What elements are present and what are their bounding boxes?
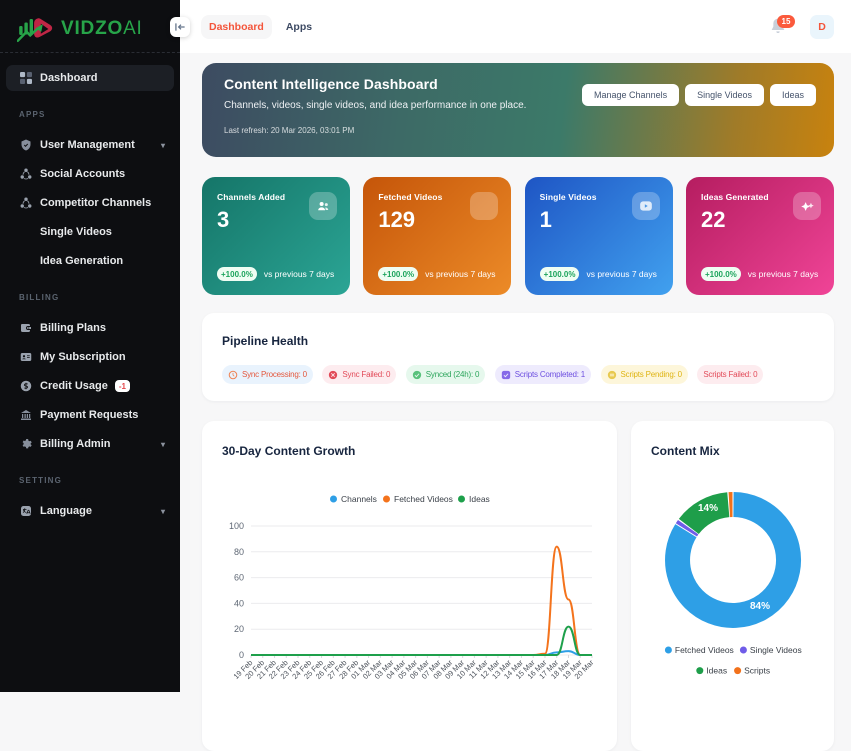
svg-text:20: 20 — [234, 624, 244, 634]
svg-text:Single Videos: Single Videos — [750, 645, 802, 655]
svg-text:Fetched Videos: Fetched Videos — [675, 645, 734, 655]
svg-text:Fetched Videos: Fetched Videos — [394, 494, 453, 504]
svg-text:Ideas: Ideas — [469, 494, 490, 504]
svg-text:80: 80 — [234, 547, 244, 557]
svg-text:Scripts: Scripts — [744, 666, 770, 676]
svg-text:0: 0 — [239, 650, 244, 660]
svg-text:60: 60 — [234, 573, 244, 583]
svg-text:14%: 14% — [698, 503, 718, 514]
svg-text:Channels: Channels — [341, 494, 377, 504]
svg-text:40: 40 — [234, 598, 244, 608]
svg-text:84%: 84% — [750, 601, 770, 612]
svg-text:Ideas: Ideas — [706, 666, 727, 676]
svg-text:100: 100 — [229, 521, 244, 531]
